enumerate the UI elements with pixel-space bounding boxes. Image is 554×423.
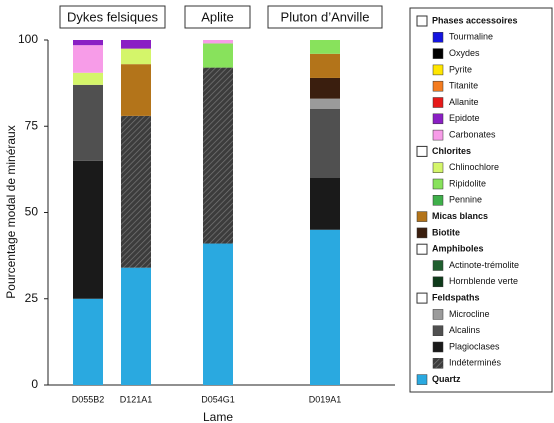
- x-tick-label: D019A1: [309, 394, 342, 404]
- legend-label: Allanite: [449, 97, 479, 107]
- bar-segment: [203, 43, 233, 68]
- legend-swatch: [432, 162, 444, 173]
- legend-group: Phases accessoires: [432, 15, 518, 25]
- legend-label: Microcline: [449, 309, 490, 319]
- legend-swatch: [432, 97, 444, 108]
- group-label: Dykes felsiques: [67, 9, 159, 24]
- legend-swatch: [416, 227, 428, 239]
- legend-label: Carbonates: [449, 129, 496, 139]
- group-box: [59, 5, 166, 29]
- y-tick-label: 50: [25, 205, 39, 219]
- legend-swatch: [432, 341, 444, 353]
- bar-segment: [121, 40, 151, 49]
- bar-segment: [73, 40, 103, 46]
- bar-segment: [203, 67, 233, 244]
- group-label: Aplite: [201, 9, 234, 24]
- legend-label: Ripidolite: [449, 178, 486, 188]
- bar-segment: [310, 178, 340, 230]
- legend-label: Chlinochlore: [449, 162, 499, 172]
- y-tick-label: 0: [31, 377, 38, 391]
- bar-segment: [73, 160, 103, 299]
- bar-segment: [121, 48, 151, 65]
- legend-swatch: [432, 113, 444, 125]
- bar-segment: [73, 72, 103, 85]
- legend-label: Titanite: [449, 81, 478, 91]
- bar-segment: [73, 298, 103, 385]
- legend-label: Oxydes: [449, 48, 480, 58]
- legend-checkbox: [416, 243, 428, 255]
- legend-swatch: [432, 32, 444, 43]
- y-axis-label: Pourcentage modal de minéraux: [4, 125, 18, 298]
- legend-swatch: [432, 260, 444, 271]
- legend-label: Quartz: [432, 374, 461, 384]
- x-tick-label: D121A1: [120, 394, 153, 404]
- legend-checkbox: [416, 145, 428, 157]
- legend-label: Tourmaline: [449, 32, 493, 42]
- x-axis-label: Lame: [203, 410, 233, 423]
- group-box: [184, 5, 251, 29]
- legend-group: Amphiboles: [432, 244, 484, 254]
- bar-segment: [310, 77, 340, 99]
- x-tick-label: D054G1: [201, 394, 235, 404]
- bar-segment: [121, 267, 151, 385]
- legend-swatch: [432, 64, 444, 76]
- bar-segment: [73, 84, 103, 161]
- y-tick-label: 25: [25, 291, 39, 305]
- legend-label: Alcalins: [449, 325, 481, 335]
- legend-swatch: [432, 309, 444, 320]
- bar-segment: [203, 40, 233, 44]
- legend-swatch: [416, 211, 428, 222]
- legend-swatch: [432, 129, 444, 141]
- legend-group: Chlorites: [432, 146, 471, 156]
- bar-segment: [121, 115, 151, 268]
- bar-segment: [203, 243, 233, 385]
- legend-swatch: [432, 358, 444, 369]
- y-tick-label: 100: [18, 32, 38, 46]
- bar-segment: [73, 45, 103, 73]
- legend-label: Indéterminés: [449, 358, 502, 368]
- x-tick-label: D055B2: [72, 394, 105, 404]
- legend-swatch: [432, 325, 444, 336]
- legend-label: Micas blancs: [432, 211, 488, 221]
- legend-label: Epidote: [449, 113, 480, 123]
- group-box: [267, 5, 383, 29]
- legend-checkbox: [416, 292, 428, 304]
- legend-label: Biotite: [432, 227, 460, 237]
- legend-swatch: [432, 195, 444, 206]
- legend-label: Hornblende verte: [449, 276, 518, 286]
- group-label: Pluton d’Anville: [281, 9, 370, 24]
- bar-segment: [310, 98, 340, 109]
- y-tick-label: 75: [25, 118, 39, 132]
- legend-swatch: [432, 178, 444, 190]
- legend-swatch: [432, 276, 444, 288]
- legend-label: Plagioclases: [449, 341, 500, 351]
- legend-label: Pennine: [449, 195, 482, 205]
- legend-checkbox: [416, 15, 428, 27]
- bar-segment: [310, 109, 340, 178]
- legend-label: Actinote-trémolite: [449, 260, 519, 270]
- bar-segment: [310, 53, 340, 78]
- legend-group: Feldspaths: [432, 292, 480, 302]
- legend-label: Pyrite: [449, 64, 472, 74]
- bar-segment: [310, 229, 340, 385]
- legend-swatch: [432, 48, 444, 59]
- legend-swatch: [416, 374, 428, 385]
- legend-swatch: [432, 80, 444, 92]
- bar-segment: [310, 40, 340, 54]
- bar-segment: [121, 64, 151, 116]
